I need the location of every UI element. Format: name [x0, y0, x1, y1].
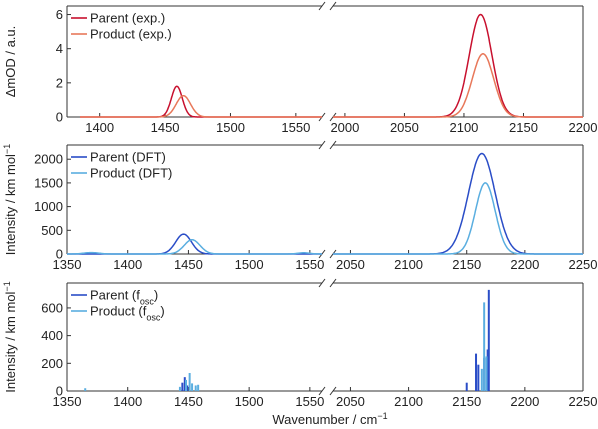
y-tick-label: 6 [56, 7, 63, 22]
y-tick-label: 0 [56, 110, 63, 125]
legend-label: Parent (DFT) [90, 150, 166, 165]
x-tick-label: 1500 [216, 120, 245, 135]
y-tick-label: 0 [56, 247, 63, 262]
x-tick-label: 1500 [235, 394, 264, 409]
series-line-1-segment-2 [333, 152, 583, 255]
x-tick-label: 2200 [510, 257, 539, 272]
y-axis-title: ΔmOD / a.u. [3, 26, 18, 98]
axis-break-mark [318, 1, 326, 11]
y-tick-label: 200 [41, 356, 63, 371]
chart-panel-3: 0 200 400 600 1350 1400 1450 1500 1550 2050 2100 21… [2, 278, 598, 409]
legend-label: Product (exp.) [90, 27, 172, 42]
y-axis-title: Intensity / km mol−1 [2, 144, 18, 255]
x-tick-label: 1450 [174, 394, 203, 409]
y-tick-label: 2000 [34, 152, 63, 167]
y-tick-label: 2 [56, 75, 63, 90]
series-line-2-segment-1 [67, 239, 322, 255]
y-axis-title: Intensity / km mol−1 [2, 281, 18, 392]
series-line-1-segment-1 [80, 85, 322, 118]
series-line-2-segment-2 [333, 53, 583, 118]
x-tick-label: 2100 [394, 257, 423, 272]
chart-panel-1: 0 2 4 6 1400 1450 1500 1550 2000 2050 2100 2150 2200… [3, 1, 598, 135]
axis-break-mark [329, 1, 337, 11]
x-tick-label: 2100 [449, 120, 478, 135]
series-line-1-segment-2 [333, 13, 583, 118]
y-tick-label: 1000 [34, 199, 63, 214]
x-tick-label: 1400 [85, 120, 114, 135]
series-line-2-segment-2 [333, 182, 583, 255]
series-line-1-segment-1 [67, 233, 322, 255]
y-tick-label: 400 [41, 328, 63, 343]
x-axis-title: Wavenumber / cm−1 [272, 411, 387, 427]
x-tick-label: 2000 [330, 120, 359, 135]
x-tick-label: 2050 [390, 120, 419, 135]
y-tick-label: 0 [56, 384, 63, 399]
y-tick-label: 4 [56, 41, 63, 56]
x-tick-label: 1550 [295, 257, 324, 272]
axis-break-mark [329, 140, 337, 150]
x-tick-label: 2150 [509, 120, 538, 135]
x-tick-label: 1450 [151, 120, 180, 135]
legend-label: Product (fosc) [90, 304, 165, 323]
legend-label: Product (DFT) [90, 166, 172, 181]
x-tick-label: 2150 [452, 394, 481, 409]
axis-break-mark [318, 278, 326, 288]
x-tick-label: 1400 [113, 257, 142, 272]
x-tick-label: 1400 [113, 394, 142, 409]
y-tick-label: 600 [41, 300, 63, 315]
x-tick-label: 2100 [394, 394, 423, 409]
legend-label: Parent (exp.) [90, 11, 165, 26]
chart-panel-2: 0 500 1000 1500 2000 1350 1400 1450 1500 1550 2050… [2, 140, 598, 272]
x-tick-label: 1350 [53, 394, 82, 409]
y-tick-label: 1500 [34, 175, 63, 190]
x-tick-label: 2200 [569, 120, 598, 135]
x-tick-label: 1550 [281, 120, 310, 135]
x-tick-label: 1350 [53, 257, 82, 272]
series-line-2-segment-1 [80, 94, 322, 118]
axis-break-mark [318, 386, 326, 396]
x-tick-label: 2150 [452, 257, 481, 272]
x-tick-label: 2250 [569, 394, 598, 409]
x-tick-label: 1550 [295, 394, 324, 409]
x-tick-label: 2050 [336, 394, 365, 409]
x-tick-label: 2200 [510, 394, 539, 409]
x-tick-label: 1500 [235, 257, 264, 272]
x-tick-label: 2050 [336, 257, 365, 272]
y-tick-label: 500 [41, 223, 63, 238]
axis-break-mark [329, 278, 337, 288]
axis-break-mark [329, 386, 337, 396]
x-tick-label: 1450 [174, 257, 203, 272]
x-tick-label: 2250 [569, 257, 598, 272]
axis-break-mark [318, 140, 326, 150]
